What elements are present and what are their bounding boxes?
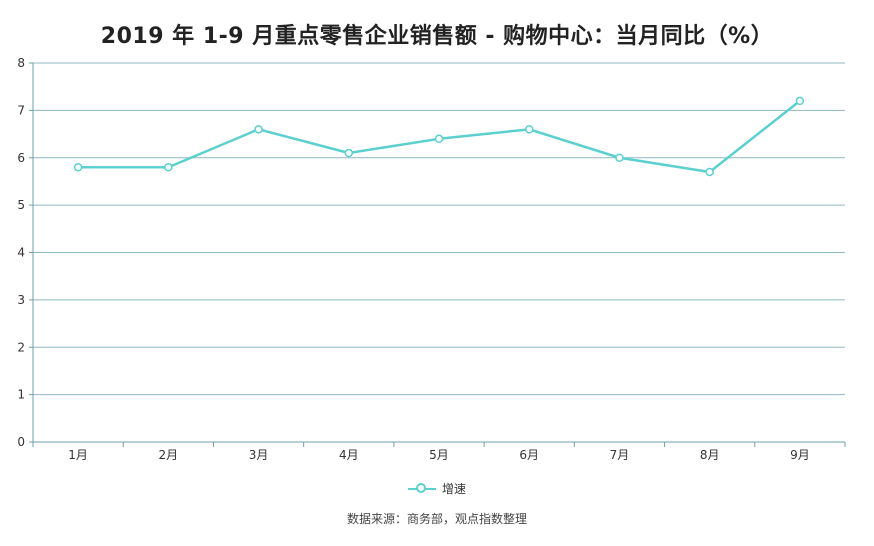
data-point <box>524 125 534 134</box>
series-layer <box>73 96 805 177</box>
data-point <box>615 153 624 162</box>
y-tick-label: 1 <box>17 388 25 402</box>
x-tick-label: 1月 <box>68 448 88 462</box>
data-point <box>164 162 173 172</box>
legend-line-marker-icon <box>407 482 436 496</box>
y-tick-label: 3 <box>17 293 25 307</box>
x-tick-label: 4月 <box>339 448 359 462</box>
x-tick-labels: 1月 2月 3月 4月 5月 6月 7月 8月 9月 <box>68 448 809 462</box>
y-tick-label: 4 <box>17 246 25 260</box>
x-tick-label: 9月 <box>790 448 810 462</box>
data-point <box>73 162 83 172</box>
legend-label: 增速 <box>441 482 466 496</box>
axes <box>29 62 846 447</box>
x-tick-label: 3月 <box>249 448 269 462</box>
x-tick-label: 2月 <box>159 448 179 462</box>
y-tick-label: 0 <box>17 435 25 449</box>
grid-lines <box>33 62 845 396</box>
x-tick-label: 8月 <box>700 448 720 462</box>
legend[interactable]: 增速 <box>0 480 874 497</box>
data-point <box>705 167 714 177</box>
x-tick-label: 6月 <box>519 448 539 462</box>
y-tick-label: 8 <box>17 56 25 70</box>
x-tick-label: 5月 <box>429 448 449 462</box>
y-tick-label: 2 <box>17 340 25 354</box>
data-point <box>434 134 444 144</box>
data-point <box>795 96 805 106</box>
y-tick-label: 6 <box>17 151 25 165</box>
y-tick-label: 5 <box>17 198 25 212</box>
chart-title: 2019 年 1-9 月重点零售企业销售额 - 购物中心：当月同比（%） <box>100 24 774 49</box>
data-point <box>344 148 354 158</box>
y-tick-label: 7 <box>17 103 25 117</box>
x-tick-label: 7月 <box>610 448 630 462</box>
data-point <box>254 125 263 134</box>
y-tick-labels: 0 1 2 3 4 5 6 7 8 <box>17 56 25 449</box>
source-note: 数据来源：商务部，观点指数整理 <box>346 512 527 526</box>
